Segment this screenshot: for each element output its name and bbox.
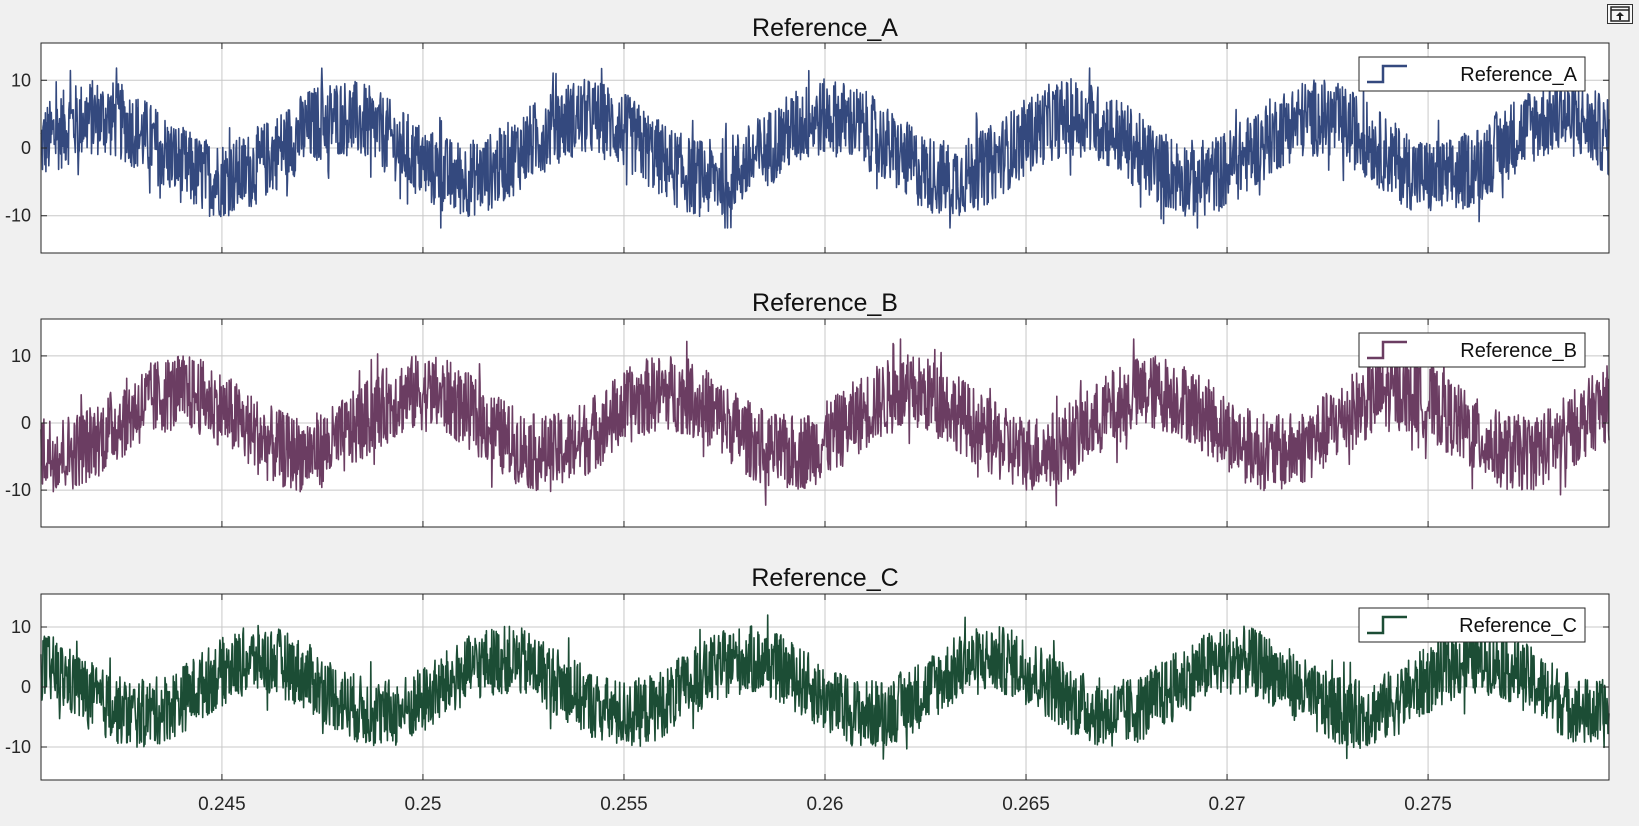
legend-box	[1358, 332, 1586, 368]
plot-panel-3: -10 0 10 0.245 0.25 0.255 0.26 0.265 0.27 0.275 Re…	[5, 564, 1610, 815]
series-line-Reference_C	[40, 614, 1610, 760]
series-line-Reference_A	[40, 67, 1610, 229]
x-tick-label: 0.275	[1404, 794, 1452, 815]
legend-label: Reference_C	[1459, 615, 1577, 637]
undock-icon	[1610, 6, 1630, 22]
legend-box	[1358, 607, 1586, 643]
legend-label: Reference_B	[1460, 340, 1577, 362]
legend[interactable]: Reference_B	[1358, 332, 1586, 368]
plot-panel-1: -10 0 10 Reference_A Reference_A	[5, 14, 1610, 254]
y-tick-label: 10	[11, 70, 31, 90]
legend-label: Reference_A	[1460, 64, 1577, 86]
legend-line-icon	[1367, 64, 1407, 84]
x-tick-label: 0.26	[807, 794, 844, 815]
legend[interactable]: Reference_C	[1358, 607, 1586, 643]
legend-box	[1358, 56, 1586, 92]
x-tick-label: 0.27	[1209, 794, 1246, 815]
y-tick-label: 0	[21, 677, 31, 697]
plot-title: Reference_B	[752, 289, 898, 317]
legend-line-icon	[1367, 340, 1407, 360]
x-tick-label: 0.245	[198, 794, 246, 815]
x-tick-label: 0.255	[600, 794, 648, 815]
y-tick-label: -10	[5, 737, 31, 757]
y-tick-label: 10	[11, 617, 31, 637]
series-line-Reference_B	[40, 338, 1610, 507]
y-tick-label: 0	[21, 413, 31, 433]
x-tick-label: 0.25	[404, 794, 441, 815]
plot-title: Reference_A	[752, 14, 898, 42]
plot-panel-2: -10 0 10 Reference_B Reference_B	[5, 289, 1610, 528]
y-tick-label: 10	[11, 346, 31, 366]
y-tick-label: -10	[5, 480, 31, 500]
undock-button[interactable]	[1607, 4, 1633, 24]
plot-title: Reference_C	[751, 564, 898, 592]
y-tick-label: 0	[21, 138, 31, 158]
legend-line-icon	[1367, 615, 1407, 635]
x-tick-label: 0.265	[1002, 794, 1050, 815]
legend[interactable]: Reference_A	[1358, 56, 1586, 92]
y-tick-label: -10	[5, 206, 31, 226]
